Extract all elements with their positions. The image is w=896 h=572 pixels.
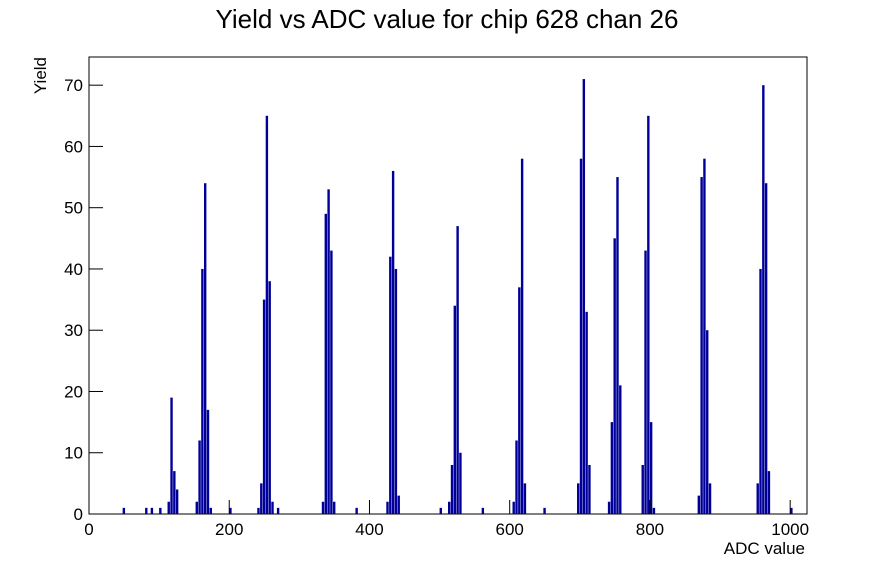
bar <box>386 501 389 514</box>
bar <box>579 158 583 514</box>
bar <box>641 464 644 514</box>
bar <box>652 507 656 514</box>
bar <box>512 501 515 514</box>
bar <box>203 183 207 514</box>
bar <box>518 287 521 514</box>
bar <box>330 250 333 514</box>
y-tick-label: 70 <box>64 76 83 95</box>
bar <box>644 250 647 514</box>
bar <box>697 495 701 514</box>
bar <box>167 501 170 514</box>
bar <box>543 507 546 514</box>
bar <box>647 115 650 514</box>
bar <box>276 507 280 514</box>
y-tick-label: 20 <box>64 382 83 401</box>
bar <box>481 507 485 514</box>
x-tick-label: 600 <box>496 520 524 539</box>
bar <box>201 268 204 514</box>
bar <box>170 397 173 514</box>
bar <box>145 507 148 514</box>
bar <box>394 268 398 514</box>
x-axis-label: ADC value <box>724 539 805 558</box>
y-tick-label: 10 <box>64 444 83 463</box>
bar <box>327 189 330 514</box>
bar <box>456 226 459 514</box>
bar <box>708 483 712 514</box>
bar <box>175 489 179 514</box>
bar <box>588 464 591 514</box>
bar <box>260 483 263 514</box>
x-tick-label: 1000 <box>771 520 809 539</box>
bar <box>391 170 395 514</box>
bar <box>268 281 271 514</box>
bar <box>607 501 611 514</box>
bar <box>759 268 762 514</box>
bar <box>333 501 336 514</box>
bar <box>790 507 793 514</box>
bar <box>520 158 524 514</box>
bar <box>122 507 126 514</box>
bar <box>706 330 709 514</box>
y-tick-label: 50 <box>64 199 83 218</box>
bar <box>700 177 703 514</box>
bar <box>229 507 232 514</box>
bar <box>206 409 210 514</box>
y-axis-label: Yield <box>31 57 50 94</box>
bar <box>764 183 768 514</box>
bar <box>616 177 619 514</box>
x-tick-label: 0 <box>84 520 93 539</box>
bar <box>173 471 176 514</box>
bar <box>150 507 154 514</box>
bar <box>459 452 462 514</box>
bar <box>577 483 580 514</box>
bar <box>159 507 162 514</box>
bar <box>448 501 451 514</box>
bar <box>265 115 269 514</box>
bar <box>262 299 266 514</box>
bar <box>198 440 201 514</box>
bar <box>756 483 759 514</box>
bar <box>649 422 653 514</box>
bar <box>453 305 457 514</box>
bar <box>703 158 706 514</box>
bar <box>209 507 213 514</box>
bar <box>257 507 260 514</box>
x-tick-label: 800 <box>636 520 664 539</box>
y-tick-label: 0 <box>74 505 83 524</box>
bar <box>389 256 392 514</box>
chart-title: Yield vs ADC value for chip 628 chan 26 <box>216 4 679 34</box>
bar <box>397 495 400 514</box>
bar <box>619 385 622 514</box>
bar <box>582 79 586 514</box>
bar <box>762 85 765 514</box>
bar <box>613 238 616 514</box>
bar <box>515 440 518 514</box>
bar <box>355 507 358 514</box>
bar <box>321 501 325 514</box>
y-tick-label: 30 <box>64 321 83 340</box>
y-tick-label: 40 <box>64 260 83 279</box>
bar <box>195 501 198 514</box>
bar <box>450 464 454 514</box>
bar <box>271 501 274 514</box>
y-tick-label: 60 <box>64 137 83 156</box>
x-tick-label: 400 <box>355 520 383 539</box>
bar <box>523 483 527 514</box>
bar <box>610 422 614 514</box>
bar <box>767 471 771 514</box>
bar <box>324 213 327 514</box>
x-tick-label: 200 <box>215 520 243 539</box>
bar <box>439 507 442 514</box>
bar <box>585 311 588 514</box>
